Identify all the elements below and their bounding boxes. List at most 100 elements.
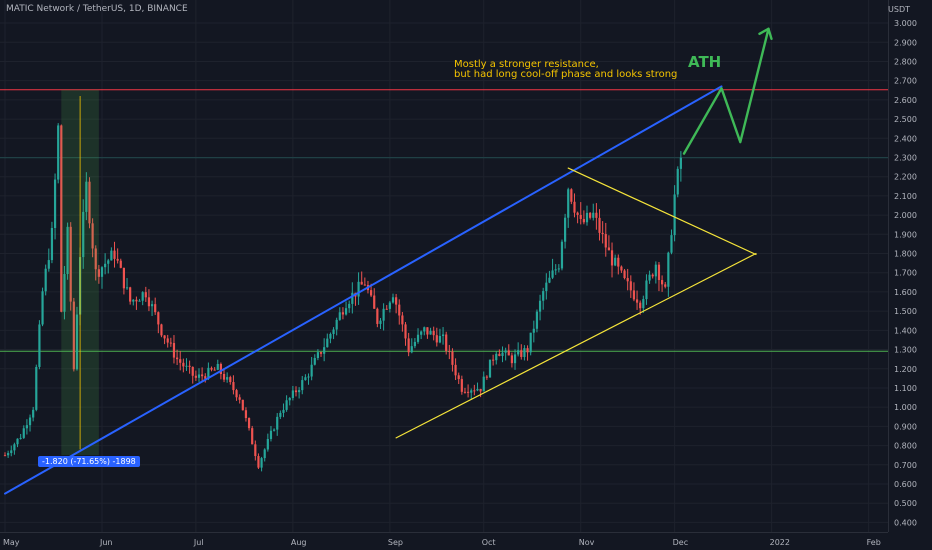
candle — [3, 452, 7, 457]
candle-body — [69, 226, 72, 302]
candle — [316, 349, 320, 361]
y-tick-label: 2.100 — [894, 192, 917, 201]
price-axis[interactable]: 0.400 0.500 0.600 0.700 0.800 0.900 1.000 1.100… — [888, 0, 932, 550]
candle-body — [348, 303, 351, 309]
candle-body — [260, 458, 263, 468]
y-tick-label: 2.300 — [894, 153, 917, 162]
candle-body — [526, 348, 529, 353]
candle-body — [592, 212, 595, 218]
candle-body — [154, 304, 157, 313]
y-tick-label: 1.100 — [894, 384, 917, 393]
candle — [660, 275, 664, 292]
candle-body — [420, 331, 423, 335]
candle-body — [291, 390, 294, 398]
candle-body — [382, 308, 385, 321]
candle — [16, 438, 19, 448]
candle — [388, 300, 391, 313]
candle — [254, 440, 257, 461]
candle — [535, 309, 539, 333]
candle-body — [319, 352, 323, 354]
ath-arrow-head — [758, 27, 773, 41]
y-tick-label: 1.800 — [894, 250, 917, 259]
candle-body — [517, 350, 520, 355]
candle-body — [241, 399, 244, 411]
candle-body — [182, 362, 185, 367]
candle-body — [135, 299, 138, 302]
candle-body — [598, 217, 601, 233]
candle — [542, 287, 545, 310]
candle — [222, 368, 226, 383]
candle-body — [438, 335, 442, 343]
candle — [291, 385, 294, 401]
candle — [216, 359, 219, 371]
candle-body — [654, 264, 657, 277]
y-tick-label: 0.700 — [894, 461, 917, 470]
candle — [201, 367, 204, 382]
candle — [460, 375, 463, 395]
candle-body — [645, 280, 648, 300]
candle-body — [557, 268, 560, 270]
candle-body — [13, 444, 16, 451]
candle — [13, 442, 16, 455]
candle — [141, 291, 144, 306]
candle — [470, 388, 473, 400]
candle — [247, 417, 251, 431]
candle — [667, 251, 670, 297]
candle-body — [457, 375, 460, 380]
candle — [476, 382, 479, 392]
candle-body — [3, 455, 7, 457]
candle-body — [94, 248, 97, 270]
candle — [125, 278, 129, 290]
candle — [398, 299, 401, 325]
candle-body — [448, 351, 451, 353]
time-axis[interactable]: May Jun Jul Aug Sep Oct Nov Dec 2022 Feb — [0, 532, 888, 548]
candle — [238, 394, 241, 404]
candle-body — [179, 359, 182, 363]
candle-body — [360, 281, 363, 285]
candle-body — [560, 241, 564, 269]
candle-body — [35, 366, 38, 410]
candle — [38, 320, 41, 370]
candle-body — [38, 324, 41, 367]
candle — [269, 425, 273, 442]
candle-body — [226, 377, 229, 380]
candle-body — [545, 282, 548, 292]
y-tick-label: 2.400 — [894, 134, 917, 143]
candle-body — [335, 319, 338, 330]
candle-body — [610, 250, 614, 266]
candle — [119, 258, 122, 269]
candle-body — [595, 212, 598, 218]
y-tick-label: 0.600 — [894, 480, 917, 489]
candle — [451, 348, 454, 372]
candle — [463, 387, 467, 394]
candle — [185, 358, 188, 371]
x-tick-label: Nov — [579, 538, 595, 547]
candle-body — [513, 354, 517, 364]
candle-body — [132, 299, 135, 302]
candle-body — [416, 334, 420, 342]
candle — [379, 318, 382, 330]
candle — [592, 203, 595, 221]
candle — [10, 445, 13, 457]
candle — [529, 332, 532, 356]
candle — [485, 375, 488, 380]
candle-body — [207, 367, 210, 379]
candle — [19, 433, 22, 440]
candle-body — [163, 335, 166, 339]
candle — [304, 374, 307, 381]
chart-grid — [0, 0, 888, 532]
candle — [504, 347, 507, 361]
candle — [532, 320, 535, 343]
candle — [32, 406, 35, 422]
candle-body — [601, 232, 604, 235]
trend-drawings — [4, 27, 773, 495]
candle — [182, 358, 185, 373]
candle-body — [454, 364, 457, 376]
candle-body — [276, 416, 279, 430]
candle-body — [657, 264, 661, 281]
candle-body — [50, 228, 54, 261]
candle-body — [373, 295, 376, 309]
candle — [589, 211, 592, 220]
candle-body — [554, 269, 557, 271]
